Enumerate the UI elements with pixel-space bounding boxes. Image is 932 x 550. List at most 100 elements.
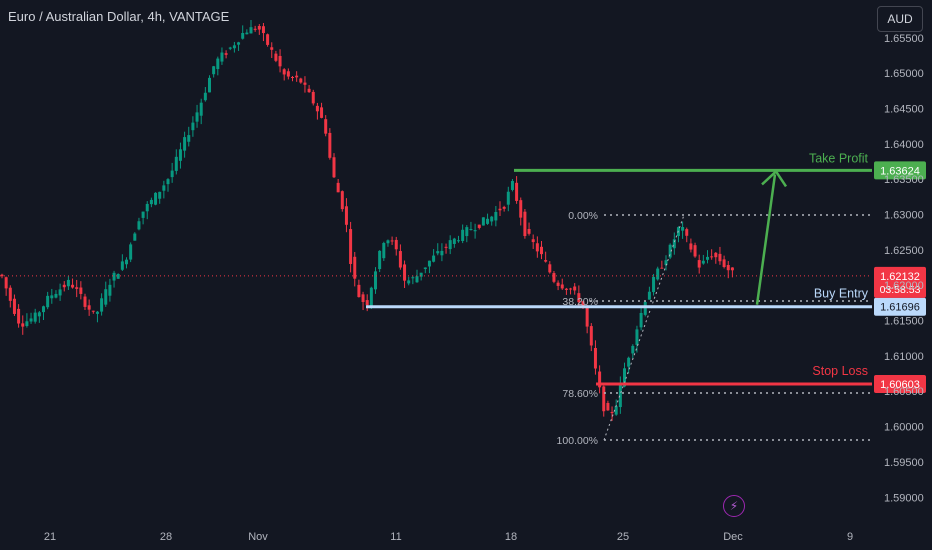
candle-body [349,229,353,264]
candle-body [178,149,182,161]
candle-body [261,26,265,34]
candle-body [564,288,568,290]
candle-body [390,240,394,242]
candle-body [100,298,104,312]
candle-body [602,386,606,412]
candle-body [635,329,639,345]
candle-body [299,78,303,83]
candle-body [714,252,718,258]
candle-body [701,260,705,264]
fib-level-label: 0.00% [568,210,598,222]
candle-body [199,102,203,116]
candle-body [672,239,676,249]
candle-body [158,191,162,199]
x-tick-label: Nov [248,531,268,543]
y-tick-label: 1.62500 [884,245,924,257]
candle-body [726,265,730,271]
overlays: 0.00% 38.20% 78.60% 100.00% Take Profit 1.636… [0,151,926,447]
candle-body [4,277,8,289]
fib-level-label: 78.60% [562,388,598,400]
candle-body [540,246,543,255]
candle-body [303,82,307,85]
candle-body [66,279,70,287]
candle-body [71,284,75,288]
candle-body [544,260,548,262]
candle-body [208,77,211,93]
candle-body [12,298,16,314]
candle-body [548,264,552,273]
candle-body [216,58,220,70]
candle-body [469,229,473,231]
candle-body [631,345,635,354]
y-tick-label: 1.60000 [884,422,924,434]
candle-body [730,267,734,271]
candle-body [46,295,50,308]
candle-body [237,42,241,45]
candle-body [452,238,456,244]
candle-body [295,75,299,78]
candle-body [560,284,564,289]
candle-body [25,321,29,327]
candle-body [33,312,37,322]
candle-body [311,91,315,104]
candle-body [643,301,647,315]
candle-body [394,239,398,250]
candle-body [315,105,319,112]
candle-body [286,71,290,77]
candle-body [486,218,490,224]
y-tick-label: 1.65500 [884,33,924,45]
y-tick-label: 1.61000 [884,351,924,363]
y-tick-label: 1.59500 [884,457,924,469]
candle-body [457,240,460,242]
candle-body [506,191,510,205]
candle-body [552,273,556,282]
last-price-value: 1.62132 [880,271,920,283]
candle-body [498,208,502,211]
candle-body [241,32,245,39]
candle-body [58,289,62,296]
candle-body [444,246,448,248]
candle-body [374,271,377,290]
candle-body [145,203,149,212]
candle-body [606,402,610,411]
candle-body [249,27,253,34]
candle-body [668,244,672,258]
x-tick-label: 18 [505,531,517,543]
candle-body [706,256,709,260]
candle-body [473,230,477,232]
candle-body [37,312,41,317]
candle-body [291,76,294,78]
candle-body [664,260,668,265]
candle-body [257,26,261,30]
x-tick-label: Dec [723,531,743,543]
lightning-icon[interactable]: ⚡ [723,495,745,517]
candle-body [282,69,286,75]
candles [0,19,734,421]
candle-body [614,406,618,415]
candle-body [378,250,382,270]
candle-body [432,255,436,262]
candle-body [50,295,54,299]
candle-body [357,284,361,298]
candle-body [490,216,494,222]
level-price-value: 1.60603 [880,379,920,391]
level-label: Stop Loss [812,364,868,378]
candle-body [681,226,685,231]
last-price-countdown: 03:58:53 [880,284,921,296]
candle-body [75,287,79,289]
candle-body [398,251,402,268]
candle-body [162,185,166,191]
currency-button[interactable]: AUD [877,6,923,32]
candle-body [448,240,452,250]
candle-body [689,243,693,250]
candle-body [154,192,158,205]
candle-body [228,47,232,49]
candle-body [336,182,340,193]
candle-body [212,66,216,75]
candle-body [328,132,332,158]
candle-body [17,308,21,324]
candle-body [647,291,651,300]
candle-body [62,284,66,288]
candle-body [224,53,228,55]
